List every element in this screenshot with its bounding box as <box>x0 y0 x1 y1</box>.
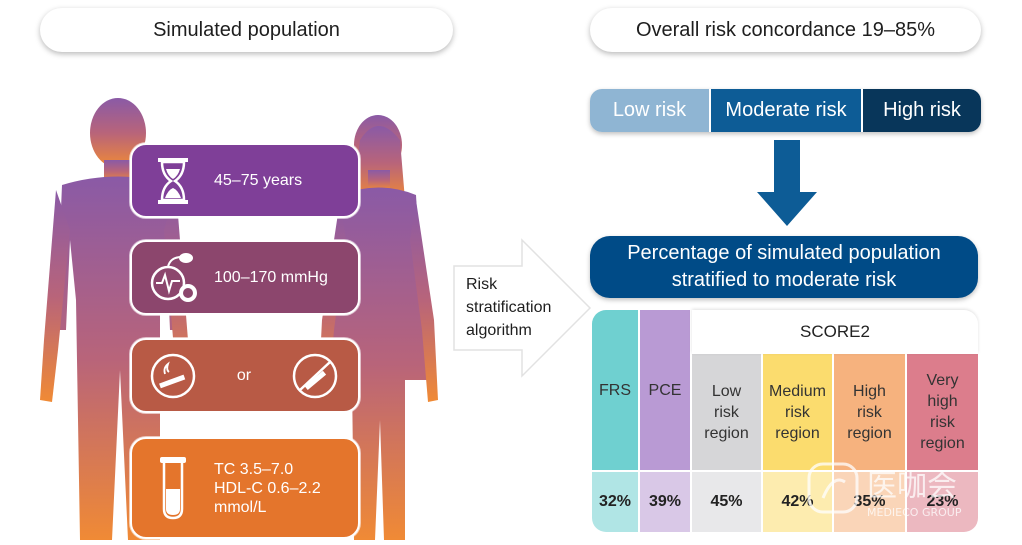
algorithm-label-line3: algorithm <box>466 322 532 339</box>
watermark-sub: MEDIECO GROUP <box>867 506 962 519</box>
simulated-population-header: Simulated population <box>40 8 453 52</box>
table-column-header-5: Very high risk region <box>907 354 978 470</box>
column-label-line: High <box>853 382 886 400</box>
algorithm-label-line1: Risk <box>466 276 498 293</box>
table-column-header-0: FRS <box>592 310 638 470</box>
table-column-header-1: PCE <box>640 310 690 470</box>
column-label-line: risk <box>714 403 739 421</box>
table-column-header-4: High risk region <box>834 354 905 470</box>
blood-pressure-factor-box: 100–170 mmHg <box>130 240 360 315</box>
watermark-brand: 医咖会 <box>867 469 957 504</box>
age-range-text: 45–75 years <box>214 172 303 189</box>
table-value-cell <box>834 472 905 532</box>
risk-concordance-label: Overall risk concordance 19–85% <box>635 18 936 41</box>
simulated-population-label: Simulated population <box>153 18 340 41</box>
column-label-line: Low <box>711 382 742 400</box>
table-column-header-3: Medium risk region <box>763 354 832 470</box>
column-label-line: FRS <box>599 381 631 399</box>
table-value-text: 35% <box>853 493 886 510</box>
table-value-cell <box>907 472 978 532</box>
column-label-line: region <box>920 435 965 452</box>
high-risk-segment: High risk <box>863 89 981 132</box>
test-tube-icon <box>132 455 214 521</box>
column-label-line: region <box>704 424 749 442</box>
bp-range-text: 100–170 mmHg <box>214 269 328 286</box>
result-title-line1: Percentage of simulated population <box>627 242 941 264</box>
down-arrow-icon <box>757 140 817 226</box>
table-value-text: 39% <box>648 493 682 510</box>
cholesterol-factor-box: TC 3.5–7.0 HDL-C 0.6–2.2 mmol/L <box>130 437 360 539</box>
table-value-text: 45% <box>710 493 743 510</box>
low-risk-segment: Low risk <box>590 89 709 132</box>
watermark-logo: 医咖会 MEDIECO GROUP <box>807 462 962 519</box>
column-label-line: risk <box>930 414 955 431</box>
smoking-or-text: or <box>236 367 252 384</box>
algorithm-label-line2: stratification <box>466 299 552 316</box>
no-smoking-icon <box>274 352 356 400</box>
table-value-text: 23% <box>926 493 959 510</box>
column-label-line: PCE <box>648 381 682 399</box>
moderate-risk-segment: Moderate risk <box>709 89 863 132</box>
algorithm-label: Risk stratification algorithm <box>466 273 551 342</box>
score2-header: SCORE2 <box>692 310 978 354</box>
column-label-line: region <box>847 424 892 442</box>
tc-range-text: TC 3.5–7.0 <box>214 460 294 478</box>
table-value-text: 32% <box>598 493 632 510</box>
risk-level-bar: Low risk Moderate risk High risk <box>590 89 981 132</box>
smoking-factor-box: or <box>130 338 360 413</box>
result-title-box: Percentage of simulated population strat… <box>590 236 978 298</box>
column-label-line: high <box>927 393 958 410</box>
column-label-line: region <box>775 424 820 442</box>
risk-concordance-header: Overall risk concordance 19–85% <box>590 8 981 52</box>
table-value-cell <box>763 472 832 532</box>
table-value-cell <box>692 472 761 532</box>
chol-unit-text: mmol/L <box>214 498 267 516</box>
column-label-line: risk <box>785 403 810 421</box>
result-title-line2: stratified to moderate risk <box>671 269 897 291</box>
blood-pressure-gauge-icon <box>132 251 214 305</box>
table-value-cell <box>640 472 690 532</box>
algorithm-arrow <box>453 238 592 378</box>
column-label-line: Medium <box>769 382 826 400</box>
table-value-cell <box>592 472 638 532</box>
hourglass-icon <box>132 157 214 205</box>
column-label-line: Very <box>926 372 959 389</box>
table-value-text: 42% <box>781 493 814 510</box>
table-column-header-2: Low risk region <box>692 354 761 470</box>
column-label-line: risk <box>857 403 882 421</box>
hdl-range-text: HDL-C 0.6–2.2 <box>214 479 321 497</box>
age-factor-box: 45–75 years <box>130 143 360 218</box>
smoking-icon <box>132 352 214 400</box>
